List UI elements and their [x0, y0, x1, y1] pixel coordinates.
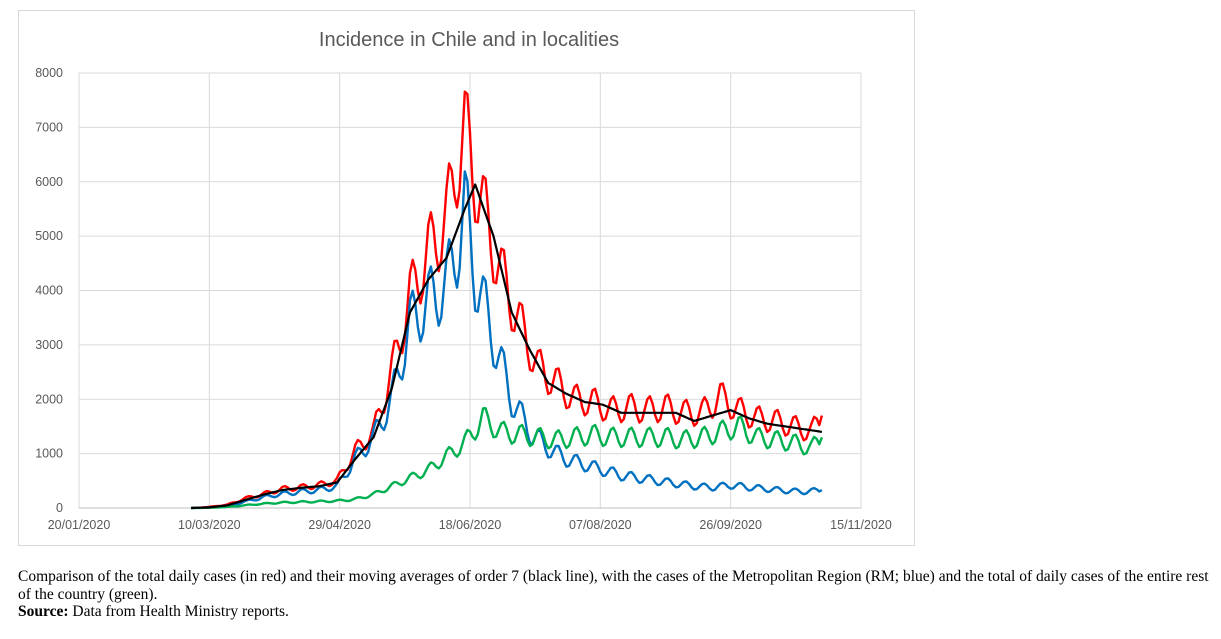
x-tick-label: 29/04/2020	[308, 518, 371, 532]
series-lines	[191, 90, 824, 510]
x-tick-label: 15/11/2020	[830, 518, 892, 532]
metropolitan-region-line	[191, 170, 823, 510]
y-tick-label: 2000	[35, 392, 63, 406]
incidence-line-chart: Incidence in Chile and in localities 0 10…	[35, 29, 892, 532]
source-label: Source:	[18, 603, 69, 620]
x-tick-label: 07/08/2020	[569, 518, 632, 532]
tick-labels: 0 1000 2000 3000 4000 5000 6000 7000 8000 20/01/2…	[35, 66, 892, 532]
y-tick-label: 3000	[35, 338, 63, 352]
x-tick-label: 10/03/2020	[178, 518, 241, 532]
y-tick-label: 1000	[35, 447, 63, 461]
total-cases-line	[191, 90, 824, 510]
y-tick-label: 0	[56, 501, 63, 515]
y-tick-label: 4000	[35, 284, 63, 298]
caption-text: Comparison of the total daily cases (in …	[18, 568, 1209, 603]
x-tick-label: 18/06/2020	[439, 518, 502, 532]
y-tick-label: 5000	[35, 229, 63, 243]
chart-title: Incidence in Chile and in localities	[319, 29, 619, 51]
caption-source: Source: Data from Health Ministry report…	[18, 603, 1218, 621]
y-tick-label: 6000	[35, 175, 63, 189]
y-tick-label: 7000	[35, 120, 63, 134]
figure-caption: Comparison of the total daily cases (in …	[18, 568, 1218, 621]
x-tick-label: 20/01/2020	[48, 518, 111, 532]
source-text: Data from Health Ministry reports.	[72, 603, 289, 620]
chart-frame: Incidence in Chile and in localities 0 10…	[18, 10, 915, 546]
moving-average-line	[191, 183, 823, 510]
rest-of-country-line	[191, 407, 824, 510]
y-tick-label: 8000	[35, 66, 63, 80]
x-tick-label: 26/09/2020	[699, 518, 762, 532]
